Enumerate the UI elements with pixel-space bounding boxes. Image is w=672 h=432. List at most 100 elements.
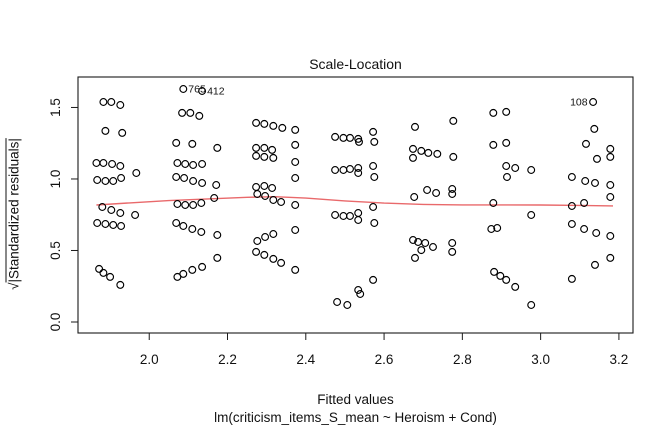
data-point xyxy=(567,220,576,228)
data-point xyxy=(198,179,207,187)
data-point xyxy=(278,123,287,132)
data-point xyxy=(592,229,601,237)
data-point xyxy=(417,246,426,255)
data-point xyxy=(252,151,261,160)
data-point xyxy=(490,267,499,276)
data-point xyxy=(591,179,599,187)
data-point xyxy=(109,221,118,229)
data-point xyxy=(369,127,378,136)
data-point xyxy=(197,228,206,236)
data-point xyxy=(409,153,417,162)
data-point xyxy=(423,186,432,194)
data-point xyxy=(186,108,195,117)
data-point xyxy=(117,222,126,230)
data-point xyxy=(173,200,182,208)
data-point xyxy=(346,165,354,173)
data-point xyxy=(527,301,536,309)
data-point xyxy=(95,264,104,273)
data-point xyxy=(606,144,615,153)
data-point xyxy=(433,149,442,158)
data-point xyxy=(268,145,277,154)
data-point xyxy=(343,301,352,309)
data-point xyxy=(355,137,363,146)
data-point xyxy=(354,216,363,224)
data-point xyxy=(370,173,379,181)
data-point xyxy=(489,108,498,117)
data-point xyxy=(291,125,300,134)
plot-title: Scale-Location xyxy=(309,56,402,72)
data-point xyxy=(277,258,286,267)
data-point xyxy=(354,164,363,172)
data-point xyxy=(421,239,430,247)
smooth-trend-line xyxy=(96,196,614,207)
data-point xyxy=(370,137,379,146)
data-point xyxy=(188,139,197,148)
data-point xyxy=(118,128,127,137)
point-id-label: 108 xyxy=(570,97,588,109)
data-point xyxy=(179,85,188,93)
data-point xyxy=(339,212,348,220)
data-point xyxy=(172,138,181,147)
data-point xyxy=(260,119,269,128)
data-point xyxy=(567,173,576,181)
data-point xyxy=(291,226,300,234)
data-point xyxy=(268,184,277,192)
data-point xyxy=(93,219,102,227)
data-point xyxy=(252,118,261,127)
data-point xyxy=(527,211,536,219)
data-point xyxy=(116,162,125,170)
y-axis-tick-label: 1.0 xyxy=(48,170,63,189)
data-point xyxy=(606,152,615,161)
data-point xyxy=(269,121,278,130)
data-point xyxy=(261,192,270,200)
data-point xyxy=(198,160,207,168)
data-point xyxy=(252,183,261,191)
data-point xyxy=(410,193,419,201)
data-point xyxy=(432,189,441,197)
data-point xyxy=(339,133,348,142)
data-point xyxy=(411,253,419,262)
data-point xyxy=(195,111,204,120)
data-point xyxy=(101,220,110,228)
data-point xyxy=(356,290,365,298)
data-point xyxy=(260,182,269,190)
data-point xyxy=(269,254,278,263)
data-point xyxy=(181,160,190,168)
data-point xyxy=(180,174,189,182)
data-point xyxy=(291,140,300,149)
data-point xyxy=(339,166,348,174)
data-point xyxy=(449,116,458,125)
data-point xyxy=(260,250,269,259)
y-axis-label-text: |Standardized residuals| xyxy=(6,138,22,283)
data-point xyxy=(116,101,125,109)
data-point xyxy=(593,154,601,163)
plot-border xyxy=(77,76,634,334)
data-point xyxy=(116,280,125,289)
data-point xyxy=(189,161,198,169)
data-point xyxy=(567,274,576,283)
data-point xyxy=(409,236,417,244)
data-point xyxy=(101,126,110,135)
data-point xyxy=(354,209,363,217)
data-point xyxy=(448,190,457,198)
data-point xyxy=(581,177,590,185)
data-point xyxy=(496,271,505,280)
y-axis-tick-label: 1.5 xyxy=(48,98,63,117)
data-point xyxy=(589,98,598,106)
data-point xyxy=(260,143,269,152)
data-point xyxy=(333,298,342,306)
data-point xyxy=(117,174,126,182)
data-point xyxy=(291,158,300,166)
data-point xyxy=(354,169,363,177)
data-point xyxy=(253,237,262,245)
data-point xyxy=(448,239,457,247)
data-point xyxy=(502,162,511,170)
point-id-label: 412 xyxy=(207,86,225,98)
y-axis-label: √|Standardized residuals| xyxy=(7,138,22,290)
data-point xyxy=(210,194,219,202)
x-axis-tick-label: 2.8 xyxy=(453,352,472,367)
data-point xyxy=(107,206,116,214)
data-point xyxy=(502,107,511,116)
x-axis-tick-label: 2.0 xyxy=(140,352,159,367)
data-point xyxy=(331,211,340,219)
